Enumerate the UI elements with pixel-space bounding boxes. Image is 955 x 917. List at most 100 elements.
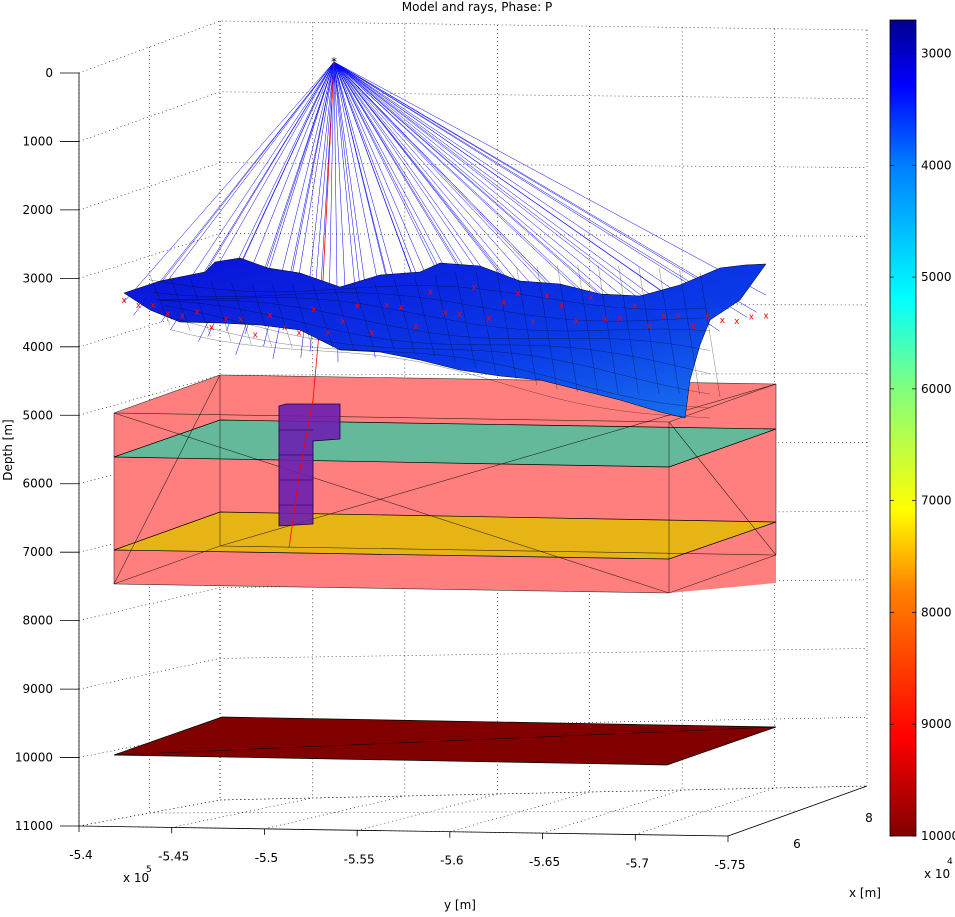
receiver-marker: x — [720, 316, 726, 326]
block-edge — [113, 374, 221, 414]
receiver-marker: x — [574, 316, 580, 326]
surface-mesh-line — [475, 270, 497, 375]
surface-mesh-line — [455, 273, 476, 369]
receiver-marker: x — [326, 328, 332, 338]
receiver-marker: x — [267, 311, 273, 321]
x-axis-label: x [m] — [849, 886, 881, 900]
y-tick-label: -5.75 — [714, 858, 745, 872]
colorbar-tick-label: 3000 — [921, 47, 952, 61]
receiver-marker: x — [413, 322, 419, 332]
surface-mesh-line — [557, 265, 578, 392]
y-axis-line — [78, 825, 729, 837]
surface-mesh-line — [536, 266, 558, 390]
depth-tick-label: 10000 — [15, 751, 53, 765]
receiver-marker: x — [194, 308, 200, 318]
receiver-marker: x — [763, 312, 769, 322]
y-tick-label: -5.55 — [344, 852, 375, 866]
depth-axis-label: Depth [m] — [1, 419, 15, 480]
block-edge — [219, 545, 777, 556]
y-exponent-base: x 10 — [123, 871, 149, 885]
depth-gridline — [78, 162, 868, 211]
surface-mesh-line — [251, 283, 273, 348]
ray-line — [333, 61, 562, 304]
tick-labels: 0 1000 2000 3000 4000 5000 6000 7000 8000 9000 100… — [15, 66, 873, 872]
surface-mesh-row — [158, 299, 711, 351]
surface-mesh-line — [190, 279, 211, 337]
ray-line — [333, 61, 729, 310]
surface-mesh-row — [164, 305, 711, 395]
receiver-marker: x — [457, 310, 463, 320]
surface-mesh-line — [638, 266, 660, 394]
ray-line — [333, 61, 357, 306]
inclusion-body — [278, 403, 341, 527]
receiver-marker: x — [151, 301, 157, 311]
x-tick-label: 6 — [793, 837, 801, 851]
ray-line — [333, 61, 599, 310]
ray-line — [133, 61, 335, 316]
colorbar-tick-label: 4000 — [921, 158, 952, 172]
receiver-marker: x — [165, 309, 171, 319]
ray-line — [333, 61, 497, 299]
ray-line — [333, 61, 664, 313]
surface-mesh-row — [149, 279, 711, 310]
floor-gridline — [357, 793, 498, 831]
depth-tick-label: 2000 — [22, 203, 53, 217]
receiver-marker: x — [369, 329, 375, 339]
ray-line — [333, 61, 748, 318]
depth-gridline — [78, 20, 868, 74]
depth-tick-label: 11000 — [15, 819, 53, 833]
colorbar-tick-label: 10000 — [921, 829, 955, 843]
receiver-marker: x — [136, 301, 142, 311]
depth-gridline — [78, 373, 868, 416]
ray-line — [151, 61, 335, 302]
depth-gridline — [78, 648, 868, 690]
ray-line — [333, 61, 720, 332]
deep-interface — [113, 716, 777, 766]
surface-fill — [123, 257, 767, 419]
surface-mesh-line — [699, 272, 721, 398]
receiver-marker: x — [253, 331, 259, 341]
block-edge — [113, 545, 221, 585]
receiver-marker: x — [399, 303, 405, 313]
ray-line — [333, 61, 525, 306]
block-edge — [113, 374, 221, 585]
floor-gridline — [635, 787, 775, 835]
receiver-marker: x — [180, 311, 186, 321]
depth-gridline — [78, 785, 868, 827]
receiver-marker: x — [661, 312, 667, 322]
receiver-marker: x — [223, 314, 229, 324]
surface-mesh-line — [312, 284, 334, 348]
receiver-marker: x — [384, 301, 390, 311]
ray-line — [333, 61, 534, 312]
receiver-marker: x — [486, 314, 492, 324]
receiver-marker: x — [705, 312, 711, 322]
ray-line — [333, 61, 627, 319]
receiver-marker: x — [588, 293, 594, 303]
ray-line — [333, 61, 702, 309]
surface-mesh-line — [597, 265, 619, 394]
surface-mesh-line — [210, 281, 232, 342]
ray-line — [123, 61, 335, 303]
surface-mesh-line — [394, 279, 415, 353]
depth-gridline — [78, 91, 868, 142]
receiver-marker: x — [501, 298, 507, 308]
block-edge — [668, 554, 777, 594]
y-axis-label: y [m] — [444, 898, 476, 912]
x-axis-line — [727, 785, 868, 837]
receiver-marker: x — [632, 302, 638, 312]
block-edge — [668, 383, 777, 423]
depth-tick-label: 1000 — [22, 134, 53, 148]
block-edge — [113, 583, 670, 594]
colorbar-tick-label: 7000 — [921, 494, 952, 508]
model-block — [113, 374, 777, 594]
floor-gridline — [264, 795, 405, 830]
surface-mesh-line — [679, 270, 700, 395]
ray-line — [179, 61, 335, 312]
depth-tick-label: 4000 — [22, 340, 53, 354]
ray-line — [333, 61, 692, 326]
ray-line — [333, 61, 432, 312]
colorbar-tick-label: 9000 — [921, 717, 952, 731]
depth-tick-label: 7000 — [22, 545, 53, 559]
